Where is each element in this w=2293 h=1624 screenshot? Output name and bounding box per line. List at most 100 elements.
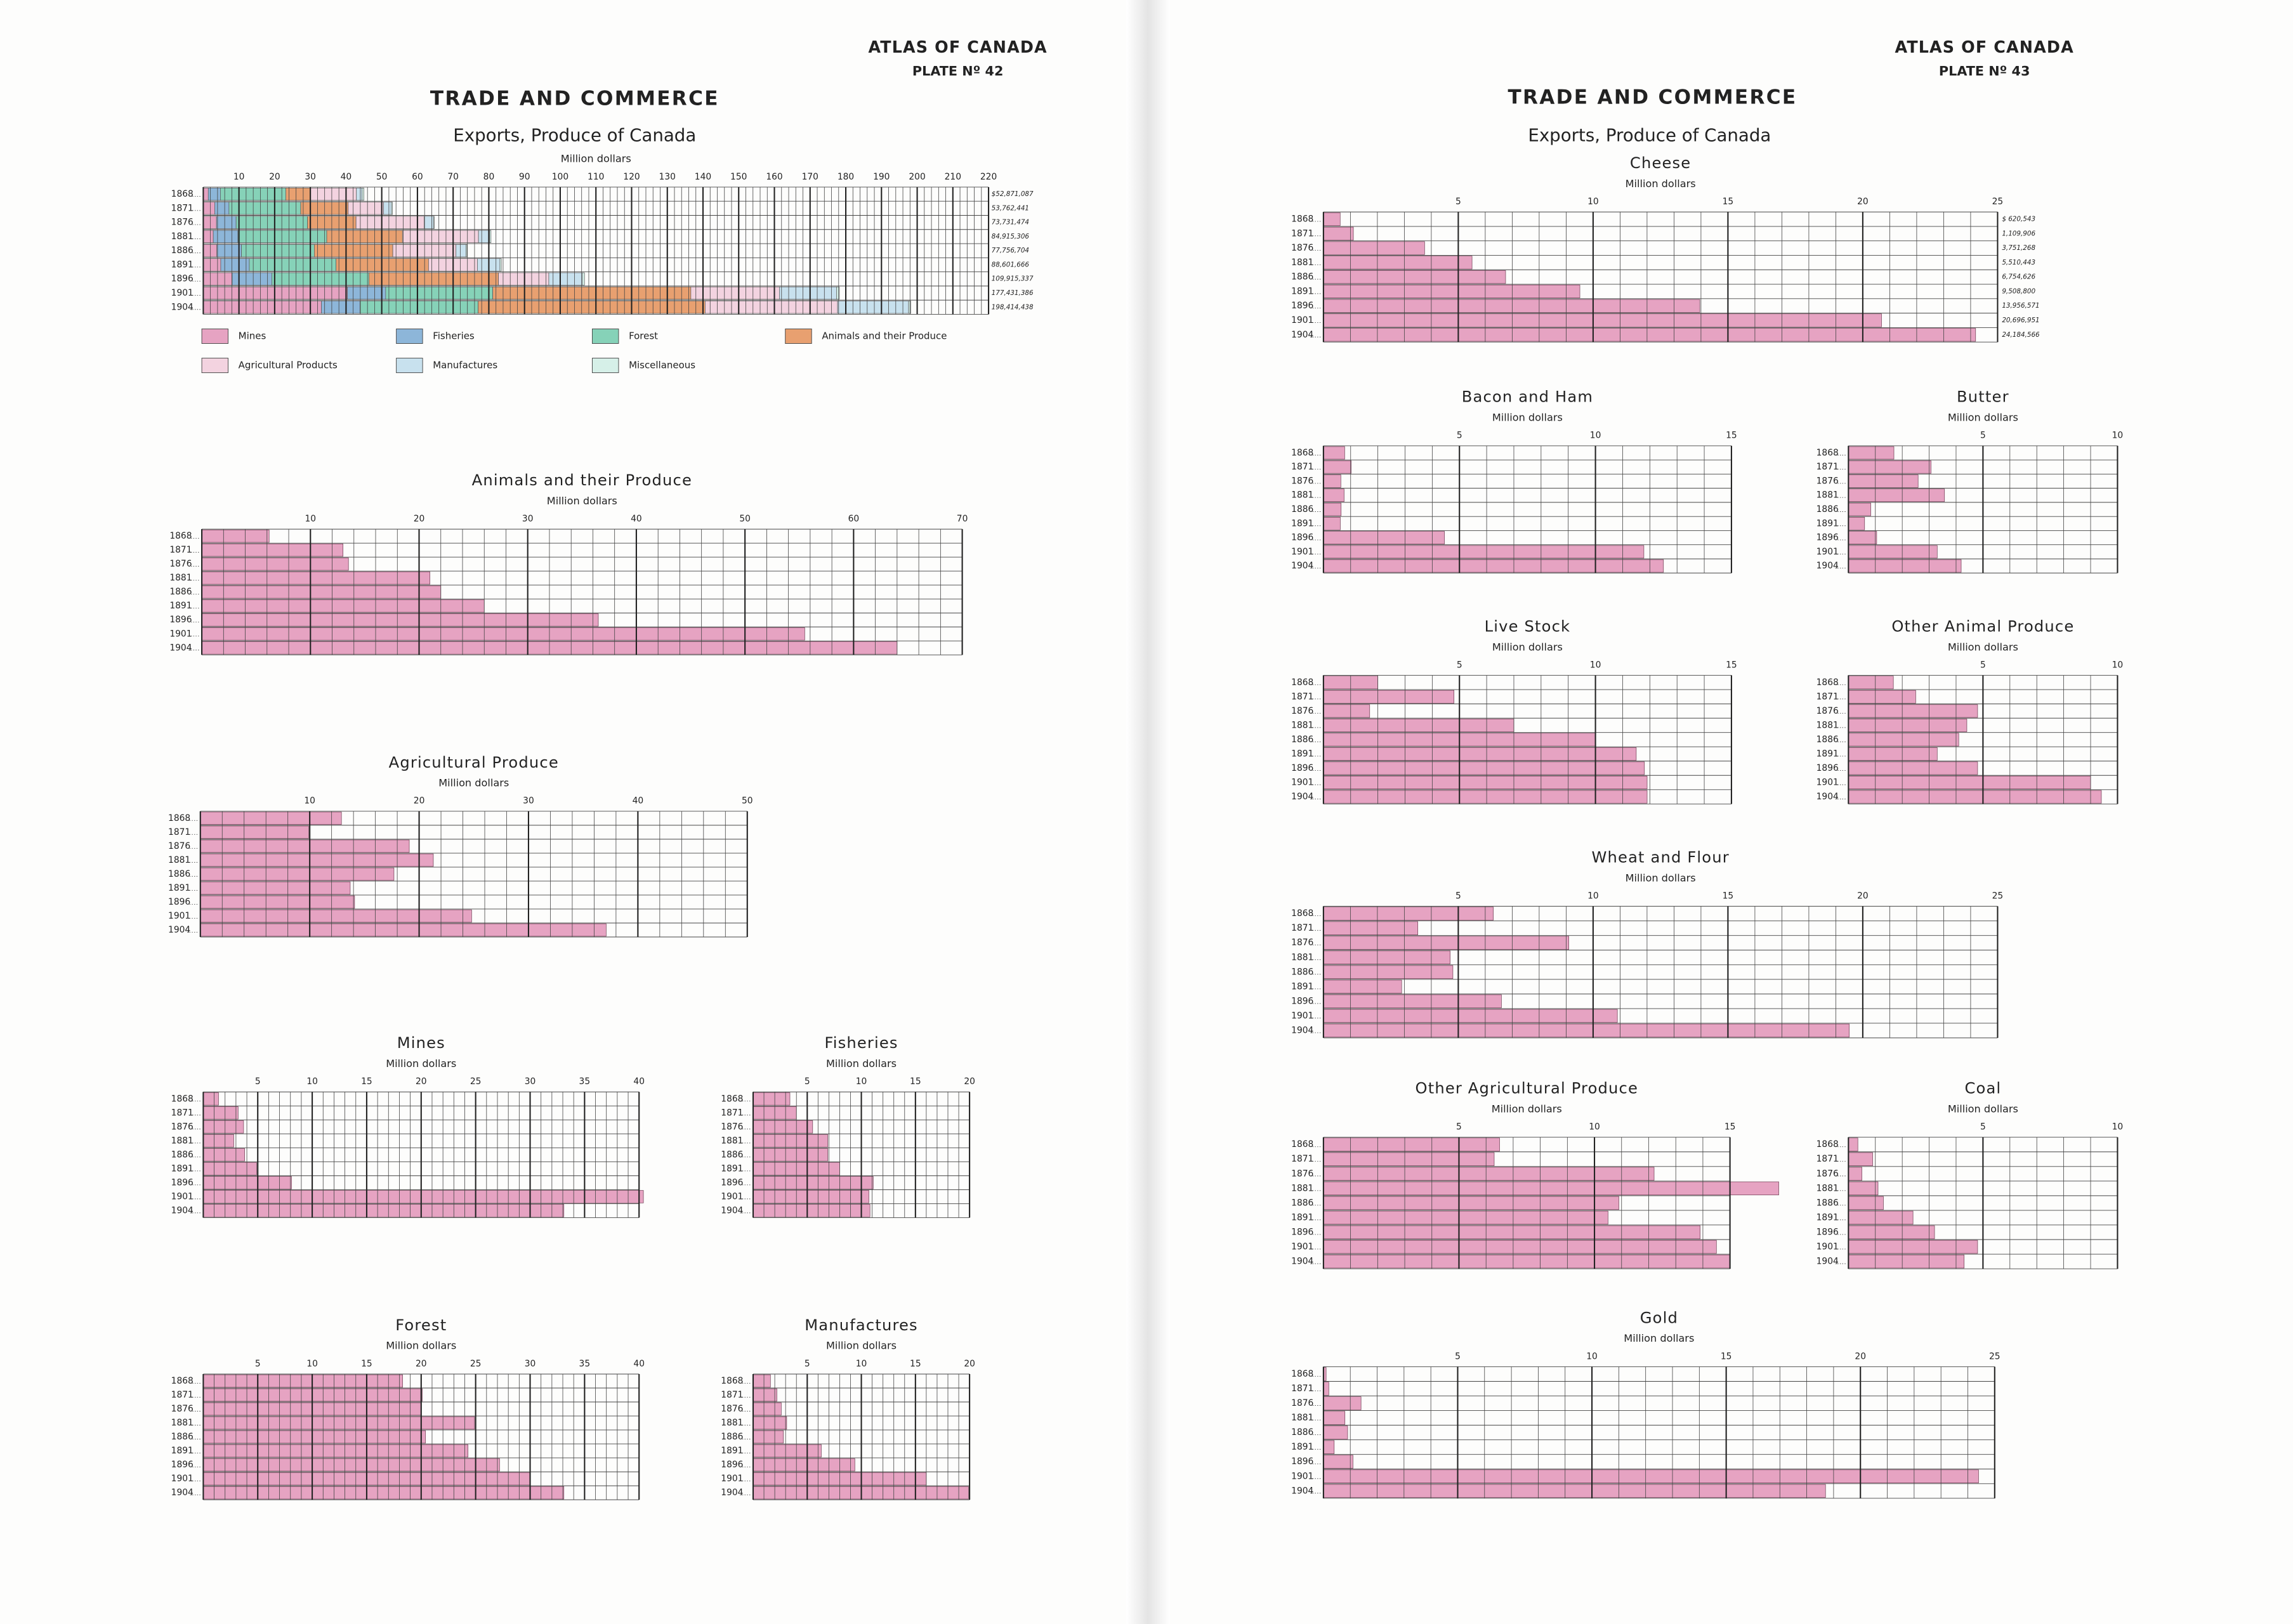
year-label: 1871 — [1817, 691, 1839, 702]
x-tick-label: 10 — [2112, 431, 2124, 441]
bar — [200, 853, 434, 867]
page-heading: TRADE AND COMMERCE — [430, 88, 719, 110]
axis-subtitle: Million dollars — [1492, 641, 1563, 653]
year-label: 1886 — [171, 1149, 194, 1160]
year-label: 1871 — [171, 203, 194, 213]
year-label: 1904 — [1817, 792, 1839, 802]
x-tick-label: 20 — [416, 1359, 427, 1369]
chart-title: Other Agricultural Produce — [1416, 1080, 1639, 1097]
bar — [1848, 733, 1959, 747]
axis-subtitle: Million dollars — [1492, 1103, 1562, 1115]
bar — [1323, 979, 1402, 994]
year-label: 1871 — [1817, 462, 1839, 472]
bar — [1323, 921, 1418, 935]
year-label: 1886 — [171, 246, 194, 256]
x-tick-label: 5 — [805, 1077, 810, 1087]
year-label: 1891 — [721, 1163, 743, 1174]
year-label: 1881 — [721, 1136, 743, 1146]
year-label: 1891 — [168, 883, 190, 893]
bar — [1323, 488, 1344, 502]
bar — [1323, 531, 1445, 544]
bar-segment — [207, 187, 221, 201]
year-label: 1868 — [169, 531, 192, 541]
value-label: 5,510,443 — [2002, 259, 2035, 266]
bar — [1323, 1411, 1346, 1425]
x-tick-label: 50 — [742, 796, 753, 806]
year-label: 1904 — [1817, 561, 1839, 571]
x-tick-label: 5 — [1457, 660, 1462, 670]
x-tick-label: 5 — [1980, 660, 1986, 670]
bar — [201, 557, 349, 571]
bar-segment — [362, 187, 364, 201]
bar — [1848, 690, 1916, 704]
year-label: 1868 — [171, 1376, 194, 1386]
year-label: 1904 — [721, 1205, 743, 1215]
bar-segment — [203, 244, 218, 258]
year-label: 1904 — [1291, 1486, 1313, 1496]
x-tick-label: 170 — [802, 172, 818, 182]
bar — [1323, 747, 1637, 761]
bar — [1323, 1210, 1608, 1225]
bar — [1323, 1396, 1362, 1410]
axis-subtitle: Million dollars — [438, 777, 509, 789]
x-tick-label: 25 — [470, 1077, 482, 1087]
x-tick-label: 25 — [1989, 1351, 2001, 1361]
x-tick-label: 30 — [523, 796, 534, 806]
x-tick-label: 15 — [1721, 1351, 1732, 1361]
bar-segment — [385, 286, 493, 300]
x-tick-label: 10 — [1590, 431, 1601, 441]
bar — [752, 1176, 874, 1189]
bar — [1323, 690, 1455, 704]
year-label: 1868 — [721, 1094, 743, 1104]
year-label: 1868 — [1291, 214, 1313, 225]
x-tick-label: 90 — [519, 172, 530, 182]
bar — [201, 529, 270, 543]
bar-segment — [348, 202, 384, 215]
bar-segment — [272, 272, 369, 285]
legend-swatch — [201, 328, 229, 344]
bar-segment — [355, 216, 424, 229]
bar-segment — [908, 301, 911, 314]
bar-segment — [203, 258, 221, 272]
year-label: 1871 — [171, 1108, 194, 1118]
year-label: 1896 — [1291, 1227, 1313, 1237]
year-label: 1891 — [1291, 286, 1313, 296]
year-label: 1876 — [1291, 938, 1313, 948]
x-tick-label: 80 — [483, 172, 495, 182]
x-tick-label: 10 — [2112, 1122, 2124, 1132]
year-label: 1891 — [171, 1446, 194, 1456]
bar — [1323, 226, 1354, 240]
chart-title: Manufactures — [805, 1316, 918, 1334]
x-tick-label: 15 — [1726, 660, 1737, 670]
year-label: 1901 — [169, 629, 192, 639]
legend-swatch — [592, 358, 619, 374]
x-tick-label: 5 — [1455, 1351, 1461, 1361]
value-label: 9,508,800 — [2002, 287, 2035, 295]
bar — [1323, 284, 1580, 299]
bar-segment — [369, 272, 499, 285]
year-label: 1896 — [1291, 1457, 1313, 1467]
year-label: 1904 — [171, 1488, 194, 1498]
year-label: 1904 — [1817, 1257, 1839, 1267]
value-label: 24,184,566 — [2002, 331, 2040, 339]
x-tick-label: 130 — [659, 172, 676, 182]
bar — [201, 571, 430, 585]
axis-subtitle: Million dollars — [1948, 641, 2018, 653]
bar — [200, 811, 342, 825]
x-tick-label: 10 — [2112, 660, 2124, 670]
bar-segment — [203, 230, 214, 244]
year-label: 1868 — [1817, 678, 1839, 688]
year-label: 1876 — [1291, 1169, 1313, 1179]
x-tick-label: 120 — [623, 172, 640, 182]
year-label: 1896 — [1817, 1227, 1839, 1237]
bar — [1323, 1023, 1850, 1038]
bar — [1323, 446, 1345, 460]
x-tick-label: 10 — [304, 796, 315, 806]
year-label: 1881 — [1817, 1183, 1839, 1193]
x-tick-label: 5 — [255, 1077, 261, 1087]
axis-subtitle: Million dollars — [1948, 1103, 2018, 1115]
year-label: 1876 — [1817, 476, 1839, 486]
x-tick-label: 35 — [579, 1359, 591, 1369]
x-tick-label: 30 — [525, 1359, 536, 1369]
year-label: 1901 — [721, 1474, 743, 1484]
